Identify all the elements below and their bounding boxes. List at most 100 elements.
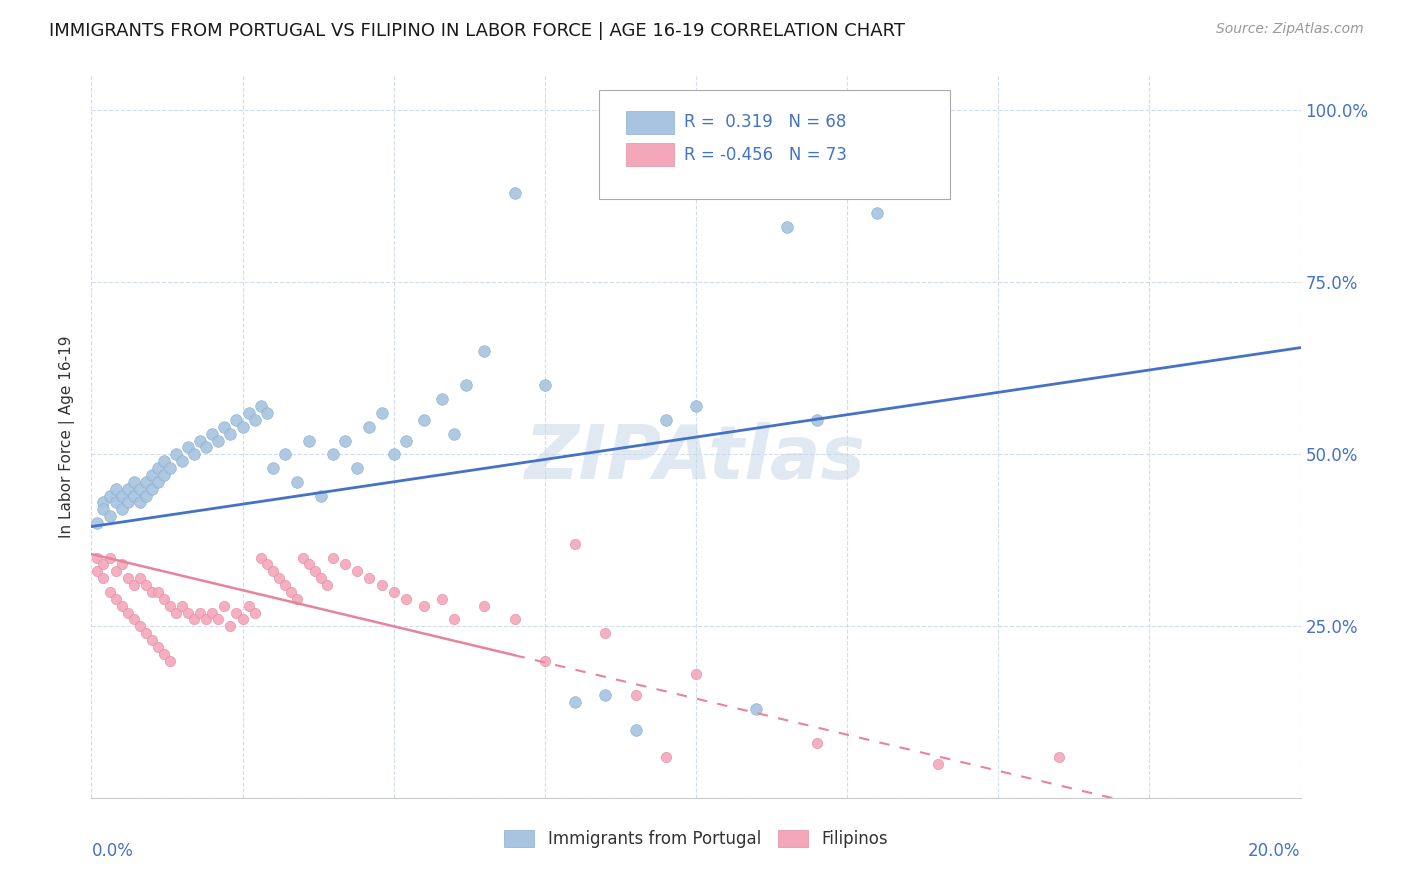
Point: [225, 606, 247, 620]
Point: [117, 482, 139, 496]
Point: [274, 447, 297, 461]
Point: [207, 612, 229, 626]
Point: [122, 489, 145, 503]
Point: [111, 502, 132, 516]
Point: [128, 482, 150, 496]
Point: [98, 585, 121, 599]
Point: [243, 606, 266, 620]
Point: [443, 426, 465, 441]
Point: [322, 447, 344, 461]
Point: [219, 619, 242, 633]
Point: [346, 461, 368, 475]
Point: [135, 578, 157, 592]
Point: [98, 489, 121, 503]
Point: [93, 502, 115, 516]
Text: R =  0.319   N = 68: R = 0.319 N = 68: [683, 113, 846, 131]
Point: [183, 612, 205, 626]
Point: [624, 688, 647, 702]
Point: [382, 447, 405, 461]
Point: [564, 695, 586, 709]
FancyBboxPatch shape: [599, 90, 950, 199]
Point: [1047, 750, 1070, 764]
Point: [93, 495, 115, 509]
Point: [309, 571, 332, 585]
Point: [111, 558, 132, 572]
Point: [685, 399, 707, 413]
Point: [382, 585, 405, 599]
Text: IMMIGRANTS FROM PORTUGAL VS FILIPINO IN LABOR FORCE | AGE 16-19 CORRELATION CHAR: IMMIGRANTS FROM PORTUGAL VS FILIPINO IN …: [49, 22, 905, 40]
Point: [359, 571, 381, 585]
FancyBboxPatch shape: [626, 143, 675, 166]
Point: [172, 454, 194, 468]
Point: [104, 564, 127, 578]
Point: [86, 550, 108, 565]
Point: [122, 578, 145, 592]
Point: [292, 550, 315, 565]
Point: [231, 419, 253, 434]
Point: [201, 606, 224, 620]
Point: [262, 461, 284, 475]
Point: [430, 591, 453, 606]
Point: [685, 667, 707, 681]
Point: [188, 434, 211, 448]
Point: [195, 441, 218, 455]
Point: [231, 612, 253, 626]
Point: [298, 434, 321, 448]
Point: [249, 550, 271, 565]
Point: [104, 495, 127, 509]
Point: [177, 606, 200, 620]
Point: [745, 702, 768, 716]
Point: [413, 413, 436, 427]
Y-axis label: In Labor Force | Age 16-19: In Labor Force | Age 16-19: [59, 335, 76, 539]
Point: [503, 186, 526, 200]
Point: [249, 399, 271, 413]
Point: [443, 612, 465, 626]
Point: [141, 633, 163, 648]
Point: [624, 723, 647, 737]
Point: [104, 591, 127, 606]
Point: [159, 654, 181, 668]
Point: [122, 475, 145, 489]
Point: [322, 550, 344, 565]
Point: [806, 413, 828, 427]
Point: [503, 612, 526, 626]
Point: [335, 558, 357, 572]
Point: [243, 413, 266, 427]
Point: [533, 378, 555, 392]
Point: [564, 537, 586, 551]
Point: [141, 482, 163, 496]
Text: R = -0.456   N = 73: R = -0.456 N = 73: [683, 145, 846, 163]
Point: [285, 475, 308, 489]
Point: [153, 591, 176, 606]
Point: [654, 413, 676, 427]
Point: [122, 612, 145, 626]
Point: [225, 413, 247, 427]
Point: [135, 489, 157, 503]
Point: [128, 571, 150, 585]
Point: [159, 599, 181, 613]
Point: [413, 599, 436, 613]
Point: [238, 406, 260, 420]
Point: [165, 447, 187, 461]
Point: [117, 495, 139, 509]
Point: [430, 392, 453, 407]
Text: Source: ZipAtlas.com: Source: ZipAtlas.com: [1216, 22, 1364, 37]
Point: [370, 578, 392, 592]
Point: [141, 585, 163, 599]
Point: [146, 475, 169, 489]
Point: [866, 206, 889, 220]
Point: [117, 606, 139, 620]
Point: [159, 461, 181, 475]
Point: [359, 419, 381, 434]
Point: [256, 406, 278, 420]
Point: [316, 578, 339, 592]
Point: [256, 558, 278, 572]
Point: [86, 564, 108, 578]
Point: [595, 626, 617, 640]
Point: [533, 654, 555, 668]
Point: [274, 578, 297, 592]
Point: [267, 571, 290, 585]
Point: [395, 591, 418, 606]
Point: [395, 434, 418, 448]
Point: [214, 419, 236, 434]
